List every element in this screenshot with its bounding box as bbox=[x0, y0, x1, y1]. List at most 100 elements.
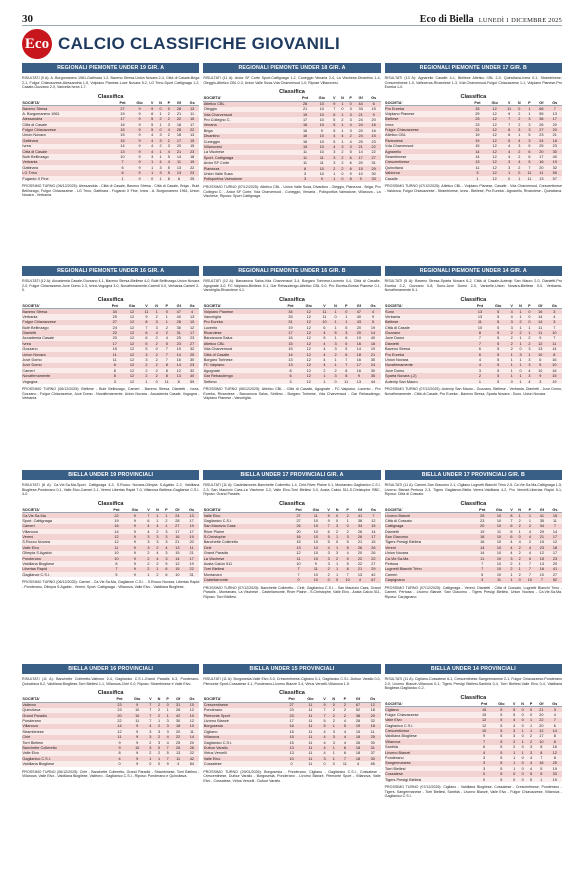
stat-cell: 8 bbox=[340, 368, 353, 374]
stat-cell: 0 bbox=[341, 523, 354, 529]
team-name: Valle Elvo bbox=[384, 717, 476, 723]
stat-cell: 17 bbox=[184, 330, 200, 336]
table-row: Torri Biellesi 3 5 1 0 4 5 19 bbox=[384, 766, 562, 772]
stat-cell: 9 bbox=[128, 734, 147, 740]
stat-cell: 0 bbox=[346, 101, 355, 107]
stat-cell: 4 bbox=[346, 122, 355, 129]
table-row: Juve Domo 8 12 2 2 8 14 23 bbox=[22, 362, 200, 369]
stat-cell: 11 bbox=[313, 155, 331, 161]
stat-cell: 40 bbox=[365, 335, 381, 342]
stat-cell: 22 bbox=[366, 144, 381, 150]
stat-cell: 6 bbox=[317, 324, 331, 331]
stat-cell: 12 bbox=[299, 341, 318, 347]
stat-cell: 5 bbox=[488, 335, 508, 342]
stat-cell: 20 bbox=[535, 148, 548, 155]
stat-cell: 0 bbox=[518, 766, 527, 772]
column-header: SOCIETA' bbox=[384, 100, 469, 107]
stat-cell: 12 bbox=[299, 362, 318, 369]
stat-cell: 11 bbox=[473, 555, 491, 562]
eco-logo: Eco bbox=[22, 29, 52, 59]
team-name: Gozzano bbox=[22, 346, 107, 352]
standings-table: SOCIETA' Pnt Gio V N P Gf Gs Valle Elvo 27 11 9 0 2 41… bbox=[203, 507, 381, 583]
stat-cell: 0 bbox=[148, 175, 157, 182]
team-name: Torri Biellesi bbox=[384, 766, 476, 772]
stat-cell: 6 bbox=[281, 373, 300, 379]
stat-cell: 2 bbox=[341, 512, 354, 519]
stat-cell: 1 bbox=[503, 170, 515, 176]
stat-cell: 1 bbox=[515, 357, 526, 363]
team-name: Vda Charvensod bbox=[384, 143, 469, 149]
table-row: Bulè Bellinzago 10 9 3 1 5 14 18 bbox=[22, 154, 200, 160]
table-row: S.Rocco Novara 12 9 3 3 3 21 20 bbox=[22, 539, 200, 546]
team-name: Vereni bbox=[22, 534, 108, 540]
stat-cell: 7 bbox=[146, 702, 155, 708]
table-row: Città di Cossato 23 10 7 2 1 35 11 bbox=[384, 518, 562, 524]
stat-cell: 9 bbox=[125, 539, 145, 546]
column-header: V bbox=[507, 303, 516, 310]
stat-cell: 10 bbox=[490, 518, 508, 524]
team-name: Juve Domo bbox=[384, 368, 471, 374]
stat-cell: 20 bbox=[352, 324, 366, 331]
stat-cell: 3 bbox=[332, 550, 342, 556]
stat-cell: 22 bbox=[171, 734, 185, 740]
stat-cell: 2 bbox=[338, 155, 347, 161]
stat-cell: 11 bbox=[546, 341, 562, 347]
stat-cell: 2 bbox=[152, 314, 161, 320]
stat-cell: 15 bbox=[296, 144, 314, 150]
page-header: 30 Eco di Biella LUNEDÌ 1 DICEMBRE 2025 bbox=[22, 12, 562, 26]
table-row: Cameri 16 9 4 4 1 27 19 bbox=[22, 523, 200, 529]
column-header: Gf bbox=[535, 507, 548, 514]
stat-cell: 3 bbox=[475, 766, 493, 772]
team-name: Fulgor Chiavazzese bbox=[22, 127, 115, 133]
stat-cell: 11 bbox=[300, 745, 321, 751]
stat-cell: 2 bbox=[317, 368, 331, 374]
stat-cell: 0 bbox=[518, 733, 527, 740]
stat-cell: 23 bbox=[110, 702, 129, 708]
stat-cell: 16 bbox=[282, 723, 301, 730]
column-header: Gf bbox=[171, 697, 185, 703]
table-row: La Vischese 11 10 3 2 5 22 22 bbox=[203, 555, 381, 562]
stat-cell: 2 bbox=[510, 744, 519, 750]
stat-cell: 17 bbox=[547, 550, 562, 556]
stat-cell: 5 bbox=[320, 718, 329, 724]
stat-cell: 5 bbox=[140, 346, 153, 352]
stat-cell: 22 bbox=[353, 561, 367, 567]
match-results: RISULTATI (9 A): A. Borgomanero 1961-Gat… bbox=[22, 76, 200, 90]
stat-cell: 7 bbox=[338, 756, 352, 762]
stat-cell: 1 bbox=[332, 561, 342, 567]
stat-cell: 3 bbox=[144, 539, 153, 546]
stat-cell: 11 bbox=[313, 160, 331, 166]
stat-cell: 2 bbox=[514, 154, 524, 160]
stat-cell: 13 bbox=[171, 750, 185, 757]
stat-cell: 5 bbox=[526, 776, 536, 783]
table-row: Santhià 6 5 2 0 3 8 16 bbox=[384, 744, 562, 750]
stat-cell: 4 bbox=[523, 550, 536, 556]
stat-cell: 7 bbox=[547, 523, 562, 529]
column-header: P bbox=[160, 303, 173, 310]
league-box: BIELLA UNDER 15 PROVINCIALI RISULTATI (11… bbox=[203, 664, 381, 844]
stat-cell: 26 bbox=[353, 528, 367, 535]
table-row: Rivarolese 19 12 5 4 3 24 18 bbox=[384, 138, 562, 144]
table-row: Vereni 14 10 4 2 4 23 18 bbox=[384, 545, 562, 551]
stat-cell: 8 bbox=[160, 368, 173, 374]
stat-cell: 12 bbox=[123, 335, 141, 342]
stat-cell: 19 bbox=[547, 776, 562, 783]
stat-cell: 19 bbox=[547, 159, 562, 166]
stat-cell: 2 bbox=[152, 373, 161, 379]
stat-cell: 10 bbox=[307, 523, 325, 529]
stat-cell: 6 bbox=[346, 165, 355, 172]
stat-cell: 0 bbox=[154, 745, 164, 751]
team-name: Ca.Vie.Sa.Ma bbox=[384, 555, 474, 562]
stat-cell: 18 bbox=[172, 121, 186, 128]
stat-cell: 35 bbox=[535, 518, 548, 524]
stat-cell: 11 bbox=[307, 566, 325, 573]
table-row: Livorno Bianzè 25 10 8 1 1 41 15 bbox=[384, 512, 562, 519]
stat-cell: 36 bbox=[535, 116, 548, 122]
stat-cell: 3 bbox=[146, 745, 155, 751]
stat-cell: 13 bbox=[185, 105, 200, 112]
stat-cell: 10 bbox=[354, 171, 367, 177]
league-title: REGIONALI PIEMONTE UNDER 17 GIR. B bbox=[384, 63, 562, 73]
stat-cell: 10 bbox=[546, 330, 562, 336]
stat-cell: 11 bbox=[296, 149, 314, 156]
stat-cell: 12 bbox=[547, 749, 562, 756]
